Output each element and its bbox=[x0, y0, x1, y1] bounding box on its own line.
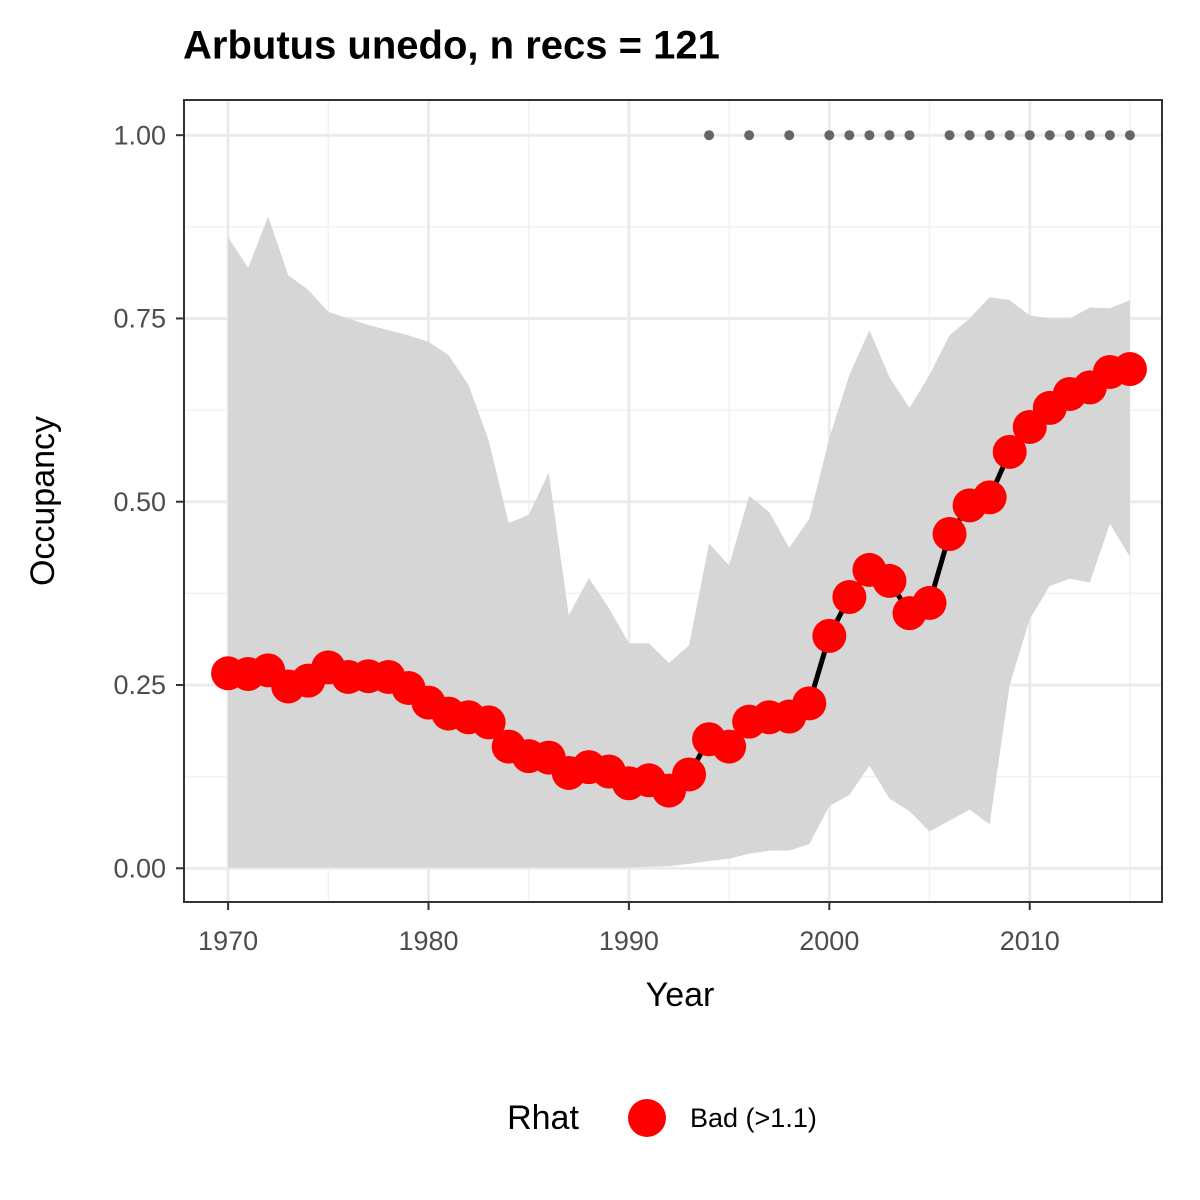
data-point bbox=[932, 516, 967, 551]
record-dot bbox=[904, 130, 915, 141]
legend-title: Rhat bbox=[507, 1099, 579, 1137]
record-dot bbox=[884, 130, 895, 141]
record-dot bbox=[944, 130, 955, 141]
x-tick-label: 1990 bbox=[599, 926, 659, 956]
data-point bbox=[832, 580, 867, 615]
record-dot bbox=[744, 130, 755, 141]
record-dot bbox=[1124, 130, 1135, 141]
chart-title: Arbutus unedo, n recs = 121 bbox=[183, 24, 720, 68]
y-tick-label: 1.00 bbox=[113, 120, 166, 150]
record-dot bbox=[864, 130, 875, 141]
record-dot bbox=[1044, 130, 1055, 141]
panel-border bbox=[183, 99, 1163, 903]
x-tick-label: 2010 bbox=[1000, 926, 1060, 956]
record-dot bbox=[824, 130, 835, 141]
y-tick-label: 0.75 bbox=[113, 304, 166, 334]
data-point bbox=[712, 729, 747, 764]
data-point bbox=[812, 618, 847, 653]
x-tick-label: 2000 bbox=[799, 926, 859, 956]
record-dot bbox=[1084, 130, 1095, 141]
data-point bbox=[912, 585, 947, 620]
legend-label: Bad (>1.1) bbox=[690, 1103, 817, 1133]
record-dot bbox=[964, 130, 975, 141]
record-dot bbox=[1024, 130, 1035, 141]
y-axis-title: Occupancy bbox=[24, 416, 62, 586]
data-point bbox=[872, 563, 907, 598]
y-tick-label: 0.50 bbox=[113, 487, 166, 517]
data-point bbox=[1112, 352, 1147, 387]
record-dot bbox=[1104, 130, 1115, 141]
x-tick-label: 1970 bbox=[198, 926, 258, 956]
x-tick-label: 1980 bbox=[398, 926, 458, 956]
record-dot bbox=[1064, 130, 1075, 141]
data-point bbox=[992, 434, 1027, 469]
record-dot bbox=[844, 130, 855, 141]
legend-swatch bbox=[628, 1099, 666, 1137]
data-point bbox=[792, 686, 827, 721]
record-dot bbox=[704, 130, 715, 141]
y-tick-label: 0.25 bbox=[113, 670, 166, 700]
y-tick-label: 0.00 bbox=[113, 853, 166, 883]
x-axis-title: Year bbox=[646, 976, 715, 1014]
record-dot bbox=[984, 130, 995, 141]
record-dot bbox=[1004, 130, 1015, 141]
record-dot bbox=[784, 130, 795, 141]
data-point bbox=[972, 480, 1007, 515]
data-point bbox=[672, 757, 707, 792]
data-point bbox=[471, 705, 506, 740]
